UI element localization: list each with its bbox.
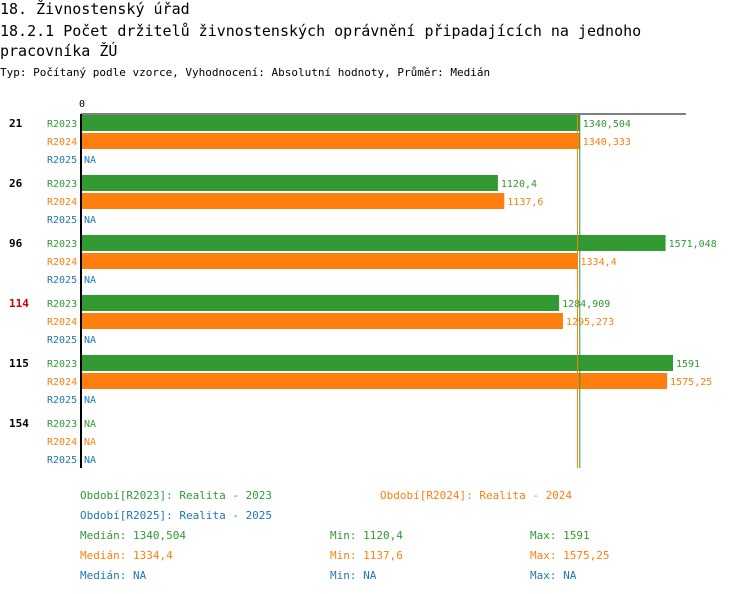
series-label: R2023 — [47, 419, 77, 430]
legend-min-r2024: Min: 1137,6 — [330, 549, 403, 562]
series-label: R2025 — [47, 455, 77, 466]
series-label: R2024 — [47, 137, 77, 148]
bar — [81, 235, 666, 251]
legend-period-r2024: Období[R2024]: Realita - 2024 — [380, 489, 573, 502]
series-label: R2024 — [47, 317, 77, 328]
chart-title: 18.2.1 Počet držitelů živnostenských opr… — [0, 22, 642, 60]
bar — [81, 193, 505, 209]
data-label: 1340,333 — [583, 137, 631, 148]
legend-median-r2023: Medián: 1340,504 — [80, 529, 186, 542]
category-label: 26 — [9, 177, 23, 190]
series-label: R2025 — [47, 335, 77, 346]
page-title: 18. Živnostenský úřad — [0, 0, 190, 18]
bar — [81, 355, 673, 371]
series-label: R2024 — [47, 257, 77, 268]
x-axis-zero-label: 0 — [79, 99, 85, 110]
data-label-na: NA — [84, 155, 96, 166]
series-label: R2023 — [47, 359, 77, 370]
bar — [81, 253, 578, 269]
data-label-na: NA — [84, 419, 96, 430]
category-label: 114 — [9, 297, 29, 310]
data-label: 1340,504 — [583, 119, 631, 130]
series-label: R2025 — [47, 275, 77, 286]
series-label: R2023 — [47, 119, 77, 130]
series-label: R2023 — [47, 179, 77, 190]
series-label: R2025 — [47, 215, 77, 226]
data-label-na: NA — [84, 395, 96, 406]
data-label: 1284,909 — [562, 299, 610, 310]
legend-period-r2023: Období[R2023]: Realita - 2023 — [80, 489, 273, 502]
bar — [81, 175, 498, 191]
bar — [81, 373, 668, 389]
legend-max-r2024: Max: 1575,25 — [530, 549, 610, 562]
bar — [81, 295, 560, 311]
legend-median-r2025: Medián: NA — [80, 569, 147, 582]
bar — [81, 313, 563, 329]
legend-median-r2024: Medián: 1334,4 — [80, 549, 173, 562]
series-label: R2024 — [47, 197, 77, 208]
legend-min-r2025: Min: NA — [330, 569, 377, 582]
category-label: 115 — [9, 357, 29, 370]
data-label: 1295,273 — [566, 317, 614, 328]
chart-meta: Typ: Počítaný podle vzorce, Vyhodnocení:… — [0, 66, 491, 79]
data-label-na: NA — [84, 335, 96, 346]
legend-max-r2023: Max: 1591 — [530, 529, 590, 542]
data-label: 1591 — [676, 359, 700, 370]
data-label: 1137,6 — [507, 197, 543, 208]
data-label: 1120,4 — [501, 179, 537, 190]
category-label: 96 — [9, 237, 23, 250]
series-label: R2025 — [47, 395, 77, 406]
data-label: 1571,048 — [669, 239, 717, 250]
series-label: R2025 — [47, 155, 77, 166]
series-label: R2024 — [47, 377, 77, 388]
category-label: 154 — [9, 417, 29, 430]
legend-period-r2025: Období[R2025]: Realita - 2025 — [80, 509, 273, 522]
data-label-na: NA — [84, 437, 96, 448]
bar — [81, 115, 580, 131]
category-label: 21 — [9, 117, 23, 130]
data-label: 1334,4 — [581, 257, 617, 268]
legend-max-r2025: Max: NA — [530, 569, 577, 582]
data-label: 1575,25 — [670, 377, 712, 388]
series-label: R2023 — [47, 239, 77, 250]
data-label-na: NA — [84, 215, 96, 226]
bar — [81, 133, 580, 149]
series-label: R2024 — [47, 437, 77, 448]
data-label-na: NA — [84, 275, 96, 286]
legend-min-r2023: Min: 1120,4 — [330, 529, 403, 542]
data-label-na: NA — [84, 455, 96, 466]
series-label: R2023 — [47, 299, 77, 310]
